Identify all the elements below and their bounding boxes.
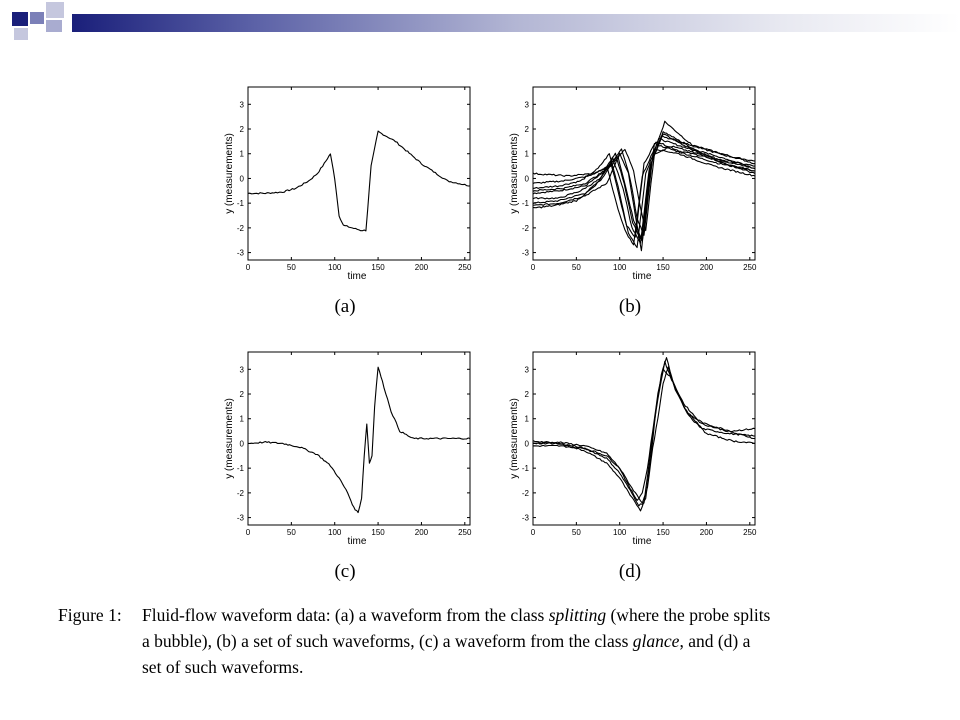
y-tick-label: 0 <box>525 174 530 183</box>
x-tick-label: 200 <box>415 528 429 537</box>
x-tick-label: 50 <box>287 528 296 537</box>
y-tick-label: -1 <box>522 464 530 473</box>
x-tick-label: 200 <box>700 528 714 537</box>
y-tick-label: 1 <box>240 150 245 159</box>
header-square-dark <box>12 12 28 26</box>
x-axis-label: time <box>633 271 652 282</box>
caption-body: Fluid-flow waveform data: (a) a waveform… <box>142 602 932 680</box>
series-line-9 <box>532 133 756 242</box>
chart-c: 0 50 100 150 200 250 -3 -2 -1 0 1 2 3 time y (measurem… <box>224 351 472 547</box>
x-tick-label: 200 <box>700 263 714 272</box>
caption-line-1-start: Fluid-flow waveform data: (a) a waveform… <box>142 605 549 625</box>
panel-label-a: (a) <box>334 296 356 317</box>
y-tick-label: 2 <box>240 390 245 399</box>
x-tick-label: 0 <box>531 263 536 272</box>
y-tick-label: 2 <box>525 125 530 134</box>
series-line-1 <box>247 130 471 232</box>
y-tick-label: 0 <box>240 174 245 183</box>
x-tick-label: 0 <box>531 528 536 537</box>
chart-d: 0 50 100 150 200 250 -3 -2 -1 0 1 2 3 time y (measurem… <box>509 351 757 547</box>
header-gradient-bar <box>72 14 960 32</box>
y-tick-label: -2 <box>522 224 530 233</box>
y-tick-label: 1 <box>525 415 530 424</box>
chart-b: 0 50 100 150 200 250 -3 -2 -1 0 1 2 3 time y (measurem… <box>509 86 757 282</box>
y-axis-label: y (measurements) <box>509 133 520 214</box>
y-tick-label: -1 <box>237 464 245 473</box>
caption-class-splitting: splitting <box>548 605 607 625</box>
x-tick-label: 100 <box>328 528 342 537</box>
caption-line-2: a bubble), (b) a set of such waveforms, … <box>142 628 932 654</box>
x-tick-label: 200 <box>415 263 429 272</box>
x-tick-label: 100 <box>328 263 342 272</box>
caption-line-3: set of such waveforms. <box>142 657 304 677</box>
plot-frame <box>247 351 471 526</box>
x-tick-label: 250 <box>458 263 472 272</box>
y-tick-label: 2 <box>525 390 530 399</box>
x-tick-label: 50 <box>572 528 581 537</box>
y-tick-label: 2 <box>240 125 245 134</box>
y-tick-label: -1 <box>237 199 245 208</box>
panel-label-b: (b) <box>618 296 642 317</box>
x-tick-label: 150 <box>656 528 670 537</box>
y-tick-label: 3 <box>240 100 245 109</box>
y-tick-label: -3 <box>237 514 245 523</box>
x-axis-label: time <box>348 536 367 547</box>
y-tick-label: 1 <box>525 150 530 159</box>
header-square-mid <box>30 12 44 24</box>
y-tick-label: -3 <box>237 249 245 258</box>
caption-class-glance: glance <box>632 631 680 651</box>
caption-lead: Figure 1: <box>58 605 122 625</box>
x-tick-label: 100 <box>613 528 627 537</box>
plot-frame <box>247 86 471 261</box>
panel-label-c: (c) <box>334 561 356 582</box>
x-tick-label: 250 <box>458 528 472 537</box>
caption-line-2-end: , and (d) a <box>679 631 751 651</box>
x-tick-label: 150 <box>371 528 385 537</box>
y-tick-label: 3 <box>240 365 245 374</box>
x-tick-label: 50 <box>572 263 581 272</box>
y-axis-label: y (measurements) <box>224 398 235 479</box>
x-tick-label: 250 <box>743 263 757 272</box>
y-tick-label: -3 <box>522 514 530 523</box>
series-line-1 <box>247 366 471 514</box>
x-tick-label: 50 <box>287 263 296 272</box>
x-tick-label: 100 <box>613 263 627 272</box>
series-line-2 <box>532 357 756 512</box>
y-axis-label: y (measurements) <box>224 133 235 214</box>
slide-header-decoration <box>0 0 960 40</box>
y-axis-label: y (measurements) <box>509 398 520 479</box>
x-tick-label: 0 <box>246 263 251 272</box>
y-tick-label: -2 <box>237 224 245 233</box>
y-tick-label: -1 <box>522 199 530 208</box>
y-tick-label: 1 <box>240 415 245 424</box>
y-tick-label: 0 <box>525 439 530 448</box>
chart-a: 0 50 100 150 200 250 -3 -2 -1 0 1 2 3 time y (measurem… <box>224 86 472 282</box>
x-tick-label: 0 <box>246 528 251 537</box>
header-square-pale <box>14 28 28 40</box>
header-square-light <box>46 2 64 18</box>
caption-line-2-start: a bubble), (b) a set of such waveforms, … <box>142 631 633 651</box>
caption-line-1-end: (where the probe splits <box>606 605 771 625</box>
x-axis-label: time <box>348 271 367 282</box>
panel-label-d: (d) <box>618 561 642 582</box>
x-axis-label: time <box>633 536 652 547</box>
x-tick-label: 250 <box>743 528 757 537</box>
header-square-light-2 <box>46 20 62 32</box>
x-tick-label: 150 <box>656 263 670 272</box>
caption-line-1: Fluid-flow waveform data: (a) a waveform… <box>142 602 932 628</box>
series-line-4 <box>532 366 756 504</box>
y-tick-label: 3 <box>525 100 530 109</box>
series-line-8 <box>532 148 756 246</box>
series-line-3 <box>532 141 755 238</box>
y-tick-label: 0 <box>240 439 245 448</box>
y-tick-label: -2 <box>522 489 530 498</box>
x-tick-label: 150 <box>371 263 385 272</box>
y-tick-label: -2 <box>237 489 245 498</box>
y-tick-label: -3 <box>522 249 530 258</box>
series-line-3 <box>532 368 755 501</box>
y-tick-label: 3 <box>525 365 530 374</box>
